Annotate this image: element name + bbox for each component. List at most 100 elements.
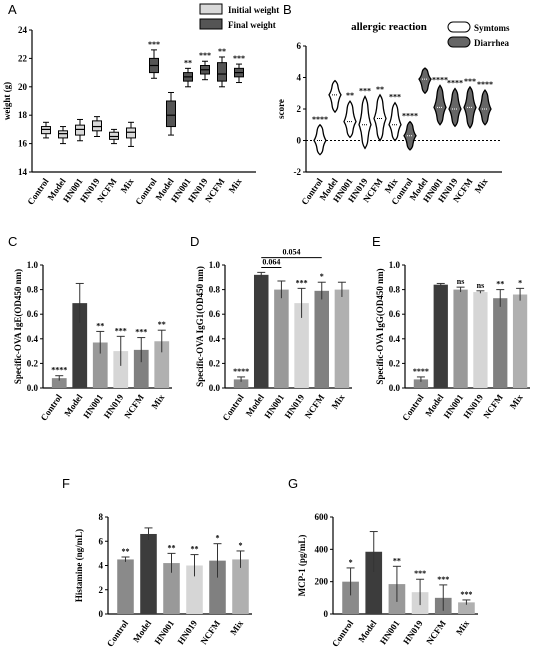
panel-b-violin	[478, 89, 492, 126]
panel-b-violin	[313, 123, 327, 156]
panel-f-category-label: NCFM	[198, 618, 222, 646]
panel-e-bar	[512, 294, 528, 388]
panel-f-bar	[232, 559, 249, 614]
panel-c-category-label: HN019	[102, 392, 126, 420]
panel-b-legend-label: Symtoms	[474, 23, 510, 33]
panel-d-bar	[233, 379, 249, 388]
panel-b-violin	[418, 67, 432, 95]
panel-g-y-tick-label: 200	[315, 577, 329, 587]
panel-g-y-tick-label: 400	[315, 544, 329, 554]
panel-d-y-tick-label: 0.2	[209, 358, 221, 368]
panel-b-category-label: Mix	[473, 176, 490, 195]
panel-d-bar	[334, 289, 350, 388]
panel-c-y-tick-label: 0.0	[27, 383, 39, 393]
panel-a-box	[126, 127, 136, 139]
panel-c-significance-label: ***	[115, 326, 127, 335]
panel-g-category-label: Model	[356, 618, 379, 644]
panel-b-violin	[448, 87, 462, 128]
panel-e-significance-label: **	[496, 280, 504, 289]
panel-f-significance-label: *	[216, 534, 220, 543]
panel-a-y-label: weight (g)	[2, 82, 12, 120]
panel-e-y-tick-label: 0.2	[389, 358, 401, 368]
panel-a-legend-label: Final weight	[228, 20, 276, 30]
panel-c-letter: C	[8, 234, 17, 249]
panel-e-significance-label: ns	[477, 281, 485, 290]
panel-g-significance-label: **	[393, 556, 401, 565]
panel-d-category-label: HN001	[262, 392, 286, 420]
panel-e-y-tick-label: 0.6	[389, 309, 401, 319]
panel-b-significance-label: ****	[312, 115, 328, 124]
panel-d-y-tick-label: 0.8	[209, 285, 221, 295]
panel-d-bar	[294, 303, 309, 388]
panel-a-y-tick-label: 20	[18, 82, 28, 92]
panel-f-y-tick-label: 8	[99, 512, 104, 522]
panel-c-y-tick-label: 0.6	[27, 309, 39, 319]
panel-b-y-tick-label: 2	[297, 104, 302, 114]
panel-b-violin	[358, 95, 372, 150]
panel-d-bar	[314, 290, 330, 388]
panel-e-y-tick-label: 0.0	[389, 383, 401, 393]
panel-b-y-tick-label: 6	[297, 41, 302, 51]
panel-e-significance-label: ****	[413, 367, 429, 376]
panel-d-category-label: HN019	[283, 392, 307, 420]
panel-e-letter: E	[372, 234, 381, 249]
panel-b-legend-label: Diarrhea	[474, 38, 509, 48]
panel-b-significance-label: **	[376, 85, 384, 94]
panel-e-y-tick-label: 0.4	[389, 334, 401, 344]
panel-g-significance-label: ***	[414, 569, 426, 578]
panel-a-box	[217, 62, 227, 82]
panel-a-y-tick-label: 14	[18, 167, 28, 177]
panel-c-category-label: HN001	[81, 392, 105, 420]
panel-e-y-tick-label: 1.0	[389, 260, 401, 270]
panel-g-y-tick-label: 0	[324, 609, 329, 619]
panel-f-category-label: Control	[105, 618, 131, 649]
panel-b-violin	[343, 100, 357, 139]
panel-d-y-tick-label: 0.0	[209, 383, 221, 393]
panel-f-y-tick-label: 6	[99, 536, 104, 546]
panel-b-violin	[373, 93, 387, 142]
panel-c-significance-label: ***	[135, 328, 147, 337]
panel-f-significance-label: **	[168, 543, 176, 552]
panel-f-category-label: HN001	[152, 618, 176, 646]
panel-c-y-tick-label: 1.0	[27, 260, 39, 270]
panel-e-category-label: Mix	[508, 392, 525, 411]
panel-f-category-label: Mix	[228, 618, 245, 637]
panel-g-y-label: MCP-1 (pg/mL)	[297, 535, 307, 597]
panel-b-legend-swatch	[447, 21, 471, 33]
panel-e-bar	[413, 379, 429, 388]
panel-f-significance-label: **	[122, 547, 130, 556]
panel-d-y-tick-label: 1.0	[209, 260, 221, 270]
panel-a-legend-swatch	[199, 18, 223, 30]
panel-d-y-tick-label: 0.6	[209, 309, 221, 319]
panel-d-comparison-p-value: 0.064	[262, 257, 280, 266]
panel-c-y-tick-label: 0.2	[27, 358, 39, 368]
panel-e-category-label: Control	[400, 392, 426, 423]
panel-b-significance-label: ****	[477, 80, 493, 89]
panel-d-bar-chart: 0.0 0.2 0.4 0.6 0.8 1.0 Specific-OVA IgG1(OD45…	[190, 234, 352, 423]
panel-d-y-tick-label: 0.4	[209, 334, 221, 344]
panel-c-category-label: Control	[39, 392, 65, 423]
panel-b-significance-label: ***	[359, 86, 371, 95]
panel-f-category-label: Model	[131, 618, 154, 644]
panel-b-significance-label: ****	[402, 112, 418, 121]
panel-e-y-tick-label: 0.8	[389, 285, 401, 295]
panel-a-significance-label: ***	[148, 40, 160, 49]
panel-g-significance-label: ***	[460, 590, 472, 599]
panel-a-category-label: Control	[25, 176, 51, 207]
panel-f-bar	[163, 563, 180, 614]
panel-d-comparison-p-value: 0.054	[283, 248, 301, 257]
panel-a-significance-label: **	[184, 58, 192, 67]
panel-f-y-tick-label: 2	[99, 585, 104, 595]
panel-e-bar	[433, 284, 448, 388]
panel-g-bar	[365, 551, 383, 614]
panel-a-box	[75, 124, 85, 136]
panel-e-bar	[453, 289, 468, 388]
panel-e-y-label: Specific-OVA IgG(OD450 nm)	[375, 268, 385, 384]
panel-a-y-tick-label: 24	[18, 25, 28, 35]
panel-b-significance-label: ****	[432, 75, 448, 84]
panel-a-category-label: Control	[133, 176, 159, 207]
panel-g-letter: G	[288, 476, 298, 491]
